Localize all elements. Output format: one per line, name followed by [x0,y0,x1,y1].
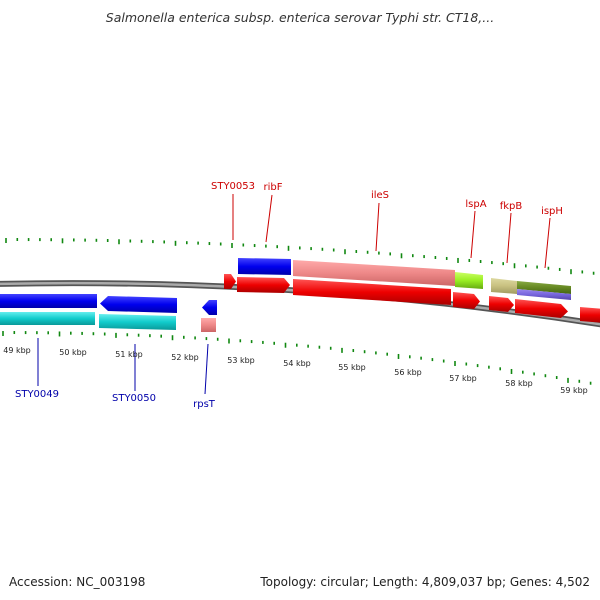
gene-next-cds[interactable] [580,307,600,323]
label-isph[interactable]: ispH [541,206,563,217]
tick-label-57: 57 kbp [449,374,477,383]
gene-iles-cds[interactable] [293,279,451,305]
label-sty0050[interactable]: STY0050 [112,393,156,404]
gene-isph-gene-lower[interactable] [517,289,571,300]
leader-isph [544,217,551,269]
tick-label-58: 58 kbp [505,379,533,388]
gene-sty0049-gene[interactable] [0,312,95,325]
tick-label-59: 59 kbp [560,386,588,395]
tick-label-52: 52 kbp [171,353,199,362]
gene-rpst-cds[interactable] [202,300,217,315]
outer-tick-row [5,238,595,275]
leader-rpst [204,343,209,395]
gene-lspa-cds[interactable] [453,292,480,309]
gene-sty0050-cds[interactable] [100,296,177,313]
label-fkpb[interactable]: fkpB [500,201,523,212]
tick-label-50: 50 kbp [59,348,87,357]
inner-tick-row [2,331,592,385]
tick-label-49: 49 kbp [3,346,31,355]
gene-isph-gene[interactable] [517,281,571,294]
leader-fkpb [506,212,512,264]
accession-text: Accession: NC_003198 [9,575,146,589]
label-sty0049[interactable]: STY0049 [15,389,59,400]
gene-sty0053-cds-small[interactable] [224,274,236,289]
leader-ribf [265,194,273,243]
kbp-tick-labels: 49 kbp 50 kbp 51 kbp 52 kbp 53 kbp 54 kb… [3,346,588,395]
label-rpst[interactable]: rpsT [193,399,216,410]
gene-sty0049-cds[interactable] [0,294,97,308]
gene-rpst-gene[interactable] [201,318,216,332]
gene-lspa-gene[interactable] [455,272,483,289]
gene-sty0050-gene[interactable] [99,314,176,330]
leader-lspa [470,210,476,259]
tick-label-55: 55 kbp [338,363,366,372]
tick-label-54: 54 kbp [283,359,311,368]
gene-sty0053-gene[interactable] [238,258,291,275]
gene-fkpb-cds[interactable] [489,296,514,312]
gene-iles-gene[interactable] [293,260,455,286]
tick-label-56: 56 kbp [394,368,422,377]
gene-fkpb-gene[interactable] [491,278,517,294]
gene-ribf-cds[interactable] [237,277,290,293]
map-title: Salmonella enterica subsp. enterica sero… [105,10,495,25]
label-iles[interactable]: ileS [371,190,389,201]
label-sty0053[interactable]: STY0053 [211,181,255,192]
label-ribf[interactable]: ribF [264,182,283,193]
leader-iles [375,202,380,252]
gene-isph-cds[interactable] [515,299,568,318]
tick-label-53: 53 kbp [227,356,255,365]
tick-label-51: 51 kbp [115,350,143,359]
topology-summary: Topology: circular; Length: 4,809,037 bp… [260,575,590,589]
label-lspa[interactable]: lspA [465,199,486,210]
